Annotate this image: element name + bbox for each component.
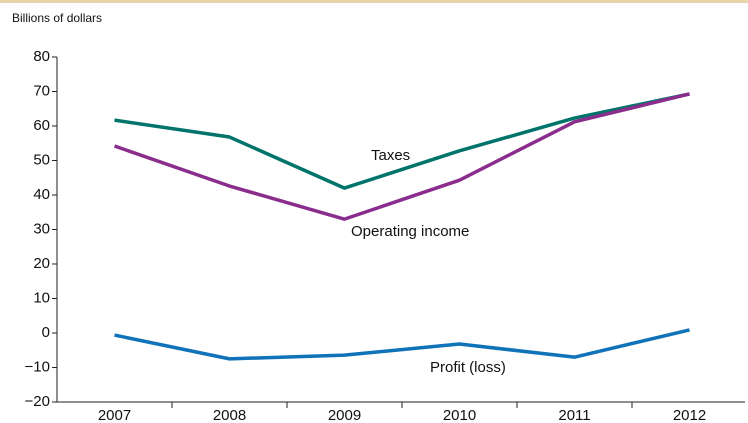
x-tick-label: 2010 [443, 407, 476, 423]
x-tick-label: 2012 [673, 407, 706, 423]
series-line [114, 92, 690, 190]
y-tick-label: −10 [25, 358, 50, 375]
y-tick-label: 50 [33, 151, 50, 168]
x-tick-label: 2008 [213, 407, 246, 423]
y-tick-label: −20 [25, 393, 50, 410]
x-tick-label: 2009 [328, 407, 361, 423]
series-label: Operating income [351, 223, 469, 240]
series-line [113, 92, 690, 221]
y-tick-label: 40 [33, 186, 50, 203]
x-tick-label: 2007 [98, 407, 131, 423]
y-tick-label: 30 [33, 220, 50, 237]
y-tick-label: 10 [33, 289, 50, 306]
y-tick-label: 20 [33, 255, 50, 272]
y-tick-label: 70 [33, 82, 50, 99]
top-rule [0, 0, 748, 3]
series-label: Taxes [371, 147, 410, 164]
series-line [114, 328, 690, 361]
series-label: Profit (loss) [430, 359, 506, 376]
y-tick-label: 60 [33, 117, 50, 134]
y-tick-label: 80 [33, 48, 50, 65]
x-tick-label: 2011 [558, 407, 590, 423]
axis-label: Billions of dollars [12, 11, 102, 25]
y-tick-label: 0 [42, 324, 50, 341]
